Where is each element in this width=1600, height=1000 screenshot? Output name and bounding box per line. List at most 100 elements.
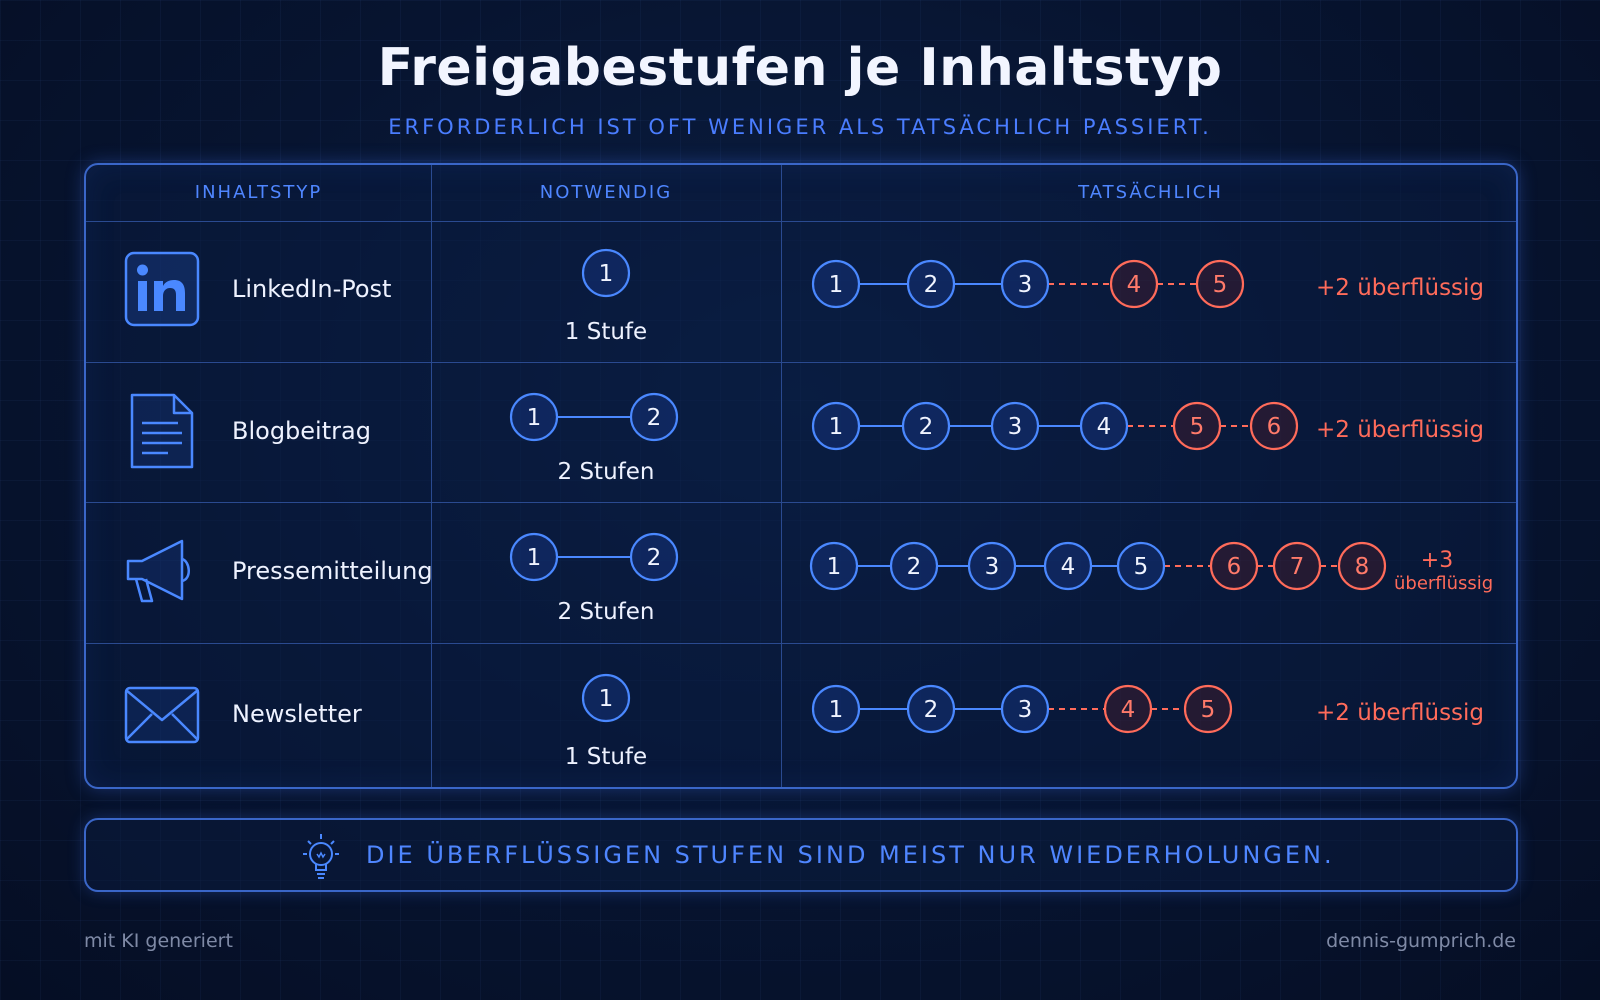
required-chain: 1	[581, 248, 631, 298]
excess-count: +3	[1420, 548, 1454, 573]
svg-text:1: 1	[599, 261, 614, 287]
row-label: Blogbeitrag	[232, 417, 371, 445]
step-node: 5	[1116, 541, 1166, 591]
step-node: 8	[1337, 541, 1387, 591]
approval-table: INHALTSTYP NOTWENDIG TATSÄCHLICH LinkedI…	[84, 163, 1518, 789]
step-node: 2	[901, 401, 951, 451]
svg-text:5: 5	[1213, 272, 1228, 298]
ai-credit: mit KI generiert	[84, 930, 233, 952]
required-label: 1 Stufe	[564, 744, 648, 770]
step-node: 4	[1043, 541, 1093, 591]
svg-text:2: 2	[924, 272, 939, 298]
required-label: 1 Stufe	[564, 319, 648, 345]
header-required: NOTWENDIG	[539, 182, 673, 203]
step-node: 5	[1172, 401, 1222, 451]
step-node: 1	[811, 684, 861, 734]
envelope-icon	[124, 686, 200, 744]
table-header: INHALTSTYP NOTWENDIG TATSÄCHLICH	[86, 165, 1516, 222]
step-node: 4	[1103, 684, 1153, 734]
required-chain: 1	[581, 673, 631, 723]
page-title: Freigabestufen je Inhaltstyp	[377, 38, 1223, 98]
excess-label: +3 überflüssig	[1394, 548, 1494, 595]
step-node: 1	[581, 673, 631, 723]
step-node: 3	[1000, 259, 1050, 309]
svg-text:8: 8	[1355, 554, 1370, 580]
required-label: 2 Stufen	[557, 599, 655, 625]
svg-text:4: 4	[1121, 697, 1136, 723]
svg-text:1: 1	[829, 414, 844, 440]
excess-label: +2 überflüssig	[1316, 417, 1485, 443]
actual-chain: 1 2 3 4 5 6 7 8	[809, 541, 1387, 591]
insight-text: DIE ÜBERFLÜSSIGEN STUFEN SIND MEIST NUR …	[366, 841, 1335, 869]
document-icon	[130, 393, 194, 469]
step-node: 6	[1249, 401, 1299, 451]
actual-chain: 1 2 3 4 5	[811, 259, 1245, 309]
step-node: 1	[509, 532, 559, 582]
svg-text:4: 4	[1127, 272, 1142, 298]
svg-text:1: 1	[527, 405, 542, 431]
step-node: 1	[581, 248, 631, 298]
step-node: 6	[1209, 541, 1259, 591]
svg-text:3: 3	[1018, 272, 1033, 298]
svg-text:3: 3	[1018, 697, 1033, 723]
svg-text:2: 2	[647, 545, 662, 571]
megaphone-icon	[126, 539, 190, 603]
step-node: 3	[1000, 684, 1050, 734]
svg-text:4: 4	[1061, 554, 1076, 580]
table-row-linkedin: LinkedIn-Post 1 1 Stufe 1 2 3 4 5 +2 überflü…	[86, 221, 1516, 362]
step-node: 5	[1183, 684, 1233, 734]
step-node: 1	[811, 401, 861, 451]
svg-text:5: 5	[1201, 697, 1216, 723]
svg-text:6: 6	[1267, 414, 1282, 440]
table-row-newsletter: Newsletter 1 1 Stufe 1 2 3 4 5 +2 überflüssi…	[86, 643, 1516, 790]
step-node: 1	[509, 392, 559, 442]
header-actual: TATSÄCHLICH	[1078, 182, 1223, 203]
required-label: 2 Stufen	[557, 459, 655, 485]
excess-label: +2 überflüssig	[1316, 700, 1485, 726]
step-node: 3	[990, 401, 1040, 451]
insight-banner: DIE ÜBERFLÜSSIGEN STUFEN SIND MEIST NUR …	[84, 818, 1518, 892]
svg-text:6: 6	[1227, 554, 1242, 580]
column-divider	[781, 165, 782, 787]
svg-text:1: 1	[599, 686, 614, 712]
svg-text:2: 2	[924, 697, 939, 723]
svg-text:1: 1	[829, 697, 844, 723]
header-content-type: INHALTSTYP	[194, 182, 323, 203]
row-label: Newsletter	[232, 700, 362, 728]
svg-text:2: 2	[647, 405, 662, 431]
step-node: 4	[1079, 401, 1129, 451]
svg-text:1: 1	[827, 554, 842, 580]
excess-label: +2 überflüssig	[1316, 275, 1485, 301]
svg-text:3: 3	[1008, 414, 1023, 440]
column-divider	[431, 165, 432, 787]
step-node: 1	[809, 541, 859, 591]
row-label: LinkedIn-Post	[232, 275, 392, 303]
row-label: Pressemitteilung	[232, 557, 433, 585]
svg-text:3: 3	[985, 554, 1000, 580]
step-node: 3	[967, 541, 1017, 591]
site-credit: dennis-gumprich.de	[1326, 930, 1516, 952]
linkedin-icon	[124, 251, 200, 327]
lightbulb-icon	[303, 834, 339, 879]
svg-text:7: 7	[1290, 554, 1305, 580]
page-subtitle: ERFORDERLICH IST OFT WENIGER ALS TATSÄCH…	[388, 115, 1212, 139]
excess-word: überflüssig	[1394, 573, 1494, 594]
svg-text:1: 1	[829, 272, 844, 298]
step-node: 2	[629, 532, 679, 582]
svg-text:2: 2	[919, 414, 934, 440]
step-node: 5	[1195, 259, 1245, 309]
actual-chain: 1 2 3 4 5 6	[811, 401, 1299, 451]
step-node: 2	[906, 259, 956, 309]
step-node: 4	[1109, 259, 1159, 309]
svg-text:5: 5	[1134, 554, 1149, 580]
step-node: 2	[906, 684, 956, 734]
svg-text:1: 1	[527, 545, 542, 571]
step-node: 2	[889, 541, 939, 591]
step-node: 2	[629, 392, 679, 442]
svg-text:5: 5	[1190, 414, 1205, 440]
step-node: 1	[811, 259, 861, 309]
